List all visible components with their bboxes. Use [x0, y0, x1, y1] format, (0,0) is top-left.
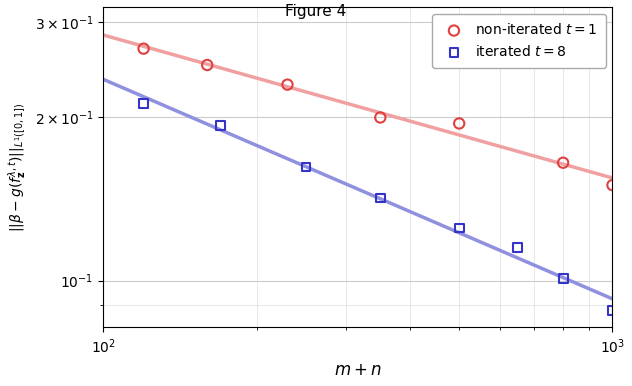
Legend: non-iterated $t = 1$, iterated $t = 8$: non-iterated $t = 1$, iterated $t = 8$ — [432, 14, 605, 68]
non-iterated $t = 1$ — [454, 120, 465, 127]
iterated $t = 8$ — [301, 164, 311, 170]
iterated $t = 8$ — [375, 195, 386, 201]
X-axis label: $m + n$: $m + n$ — [334, 361, 382, 379]
iterated $t = 8$ — [454, 225, 465, 231]
non-iterated $t = 1$ — [283, 81, 293, 88]
iterated $t = 8$ — [138, 101, 149, 107]
iterated $t = 8$ — [607, 308, 617, 314]
non-iterated $t = 1$ — [202, 62, 212, 68]
non-iterated $t = 1$ — [138, 46, 149, 52]
Y-axis label: $||\beta - g(f_{\mathbf{z}}^{\lambda, t})||_{L^1([0,1])}$: $||\beta - g(f_{\mathbf{z}}^{\lambda, t}… — [7, 102, 29, 232]
Text: Figure 4: Figure 4 — [286, 4, 346, 19]
non-iterated $t = 1$ — [558, 160, 568, 166]
non-iterated $t = 1$ — [375, 114, 386, 120]
iterated $t = 8$ — [512, 245, 522, 251]
iterated $t = 8$ — [558, 275, 568, 281]
non-iterated $t = 1$ — [607, 182, 617, 188]
iterated $t = 8$ — [216, 123, 226, 129]
